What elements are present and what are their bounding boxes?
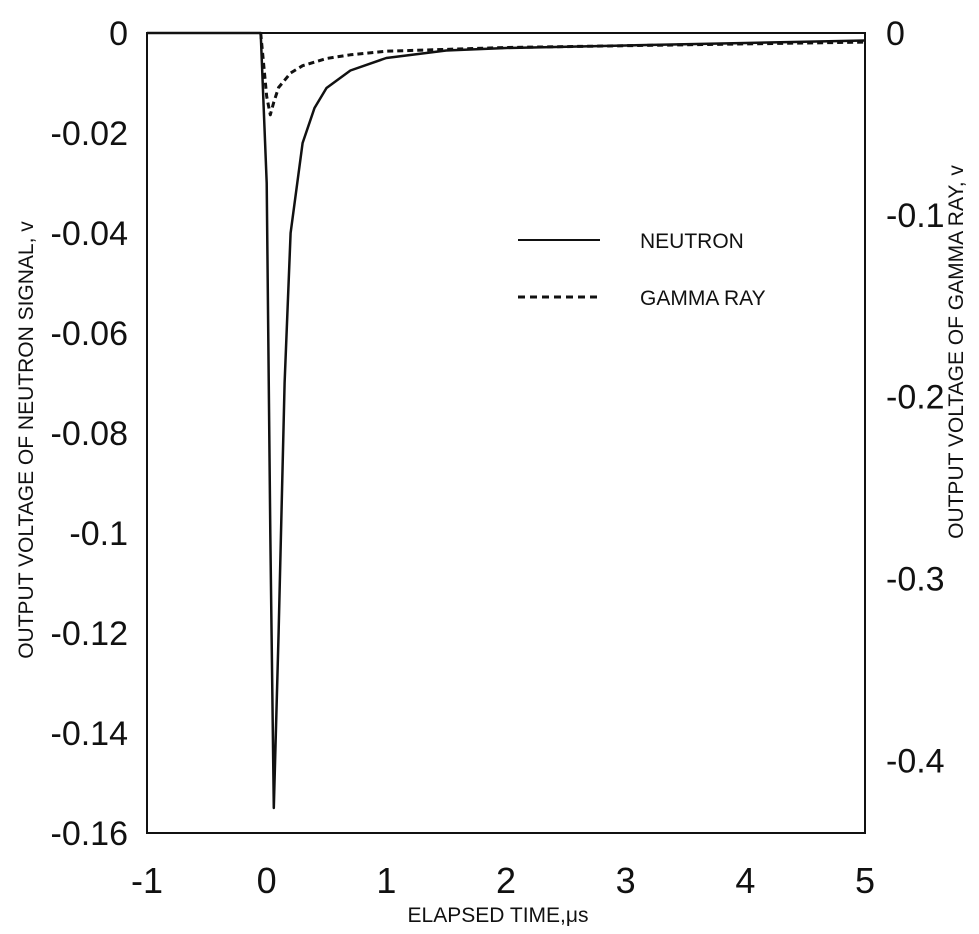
x-axis-ticks: -1 0 1 2 3 4 5 (131, 860, 875, 901)
x-axis-title: ELAPSED TIME,μs (408, 904, 589, 927)
series-layer (147, 31, 866, 810)
plot-frame (146, 32, 866, 834)
y-axis-ticks: 0 -0.02 -0.04 -0.06 -0.08 -0.1 -0.12 -0.14 -0.16 (51, 15, 129, 853)
y2-tick-label: -0.1 (886, 197, 945, 235)
x-tick-label: 5 (855, 860, 875, 901)
series-line-gamma-ray (259, 32, 866, 117)
y2-axis-ticks: 0 -0.1 -0.2 -0.3 -0.4 (886, 15, 945, 780)
y-tick-label: -0.02 (51, 115, 129, 153)
y2-tick-label: -0.3 (886, 560, 945, 598)
y-tick-label: -0.08 (51, 415, 129, 453)
y2-tick-label: 0 (886, 15, 905, 53)
y-tick-label: -0.12 (51, 615, 129, 653)
y-tick-label: 0 (109, 15, 128, 53)
y-tick-label: -0.1 (69, 515, 128, 553)
series-line-neutron (147, 31, 866, 810)
y2-tick-label: -0.4 (886, 742, 945, 780)
legend-label-gamma-ray: GAMMA RAY (640, 287, 766, 310)
y-tick-label: -0.16 (51, 815, 129, 853)
y2-tick-label: -0.2 (886, 379, 945, 417)
x-tick-label: 3 (616, 860, 636, 901)
x-tick-label: -1 (131, 860, 163, 901)
y-tick-label: -0.04 (51, 215, 129, 253)
y-axis-title: OUTPUT VOLTAGE OF NEUTRON SIGNAL, v (15, 221, 38, 659)
y-tick-label: -0.14 (51, 715, 129, 753)
x-tick-label: 4 (735, 860, 755, 901)
x-tick-label: 2 (496, 860, 516, 901)
y-tick-label: -0.06 (51, 315, 129, 353)
y2-axis-title: OUTPUT VOLTAGE OF GAMMA RAY, v (945, 165, 968, 539)
legend-label-neutron: NEUTRON (640, 230, 744, 253)
x-tick-label: 0 (257, 860, 277, 901)
legend: NEUTRON GAMMA RAY (518, 230, 766, 310)
x-tick-label: 1 (376, 860, 396, 901)
